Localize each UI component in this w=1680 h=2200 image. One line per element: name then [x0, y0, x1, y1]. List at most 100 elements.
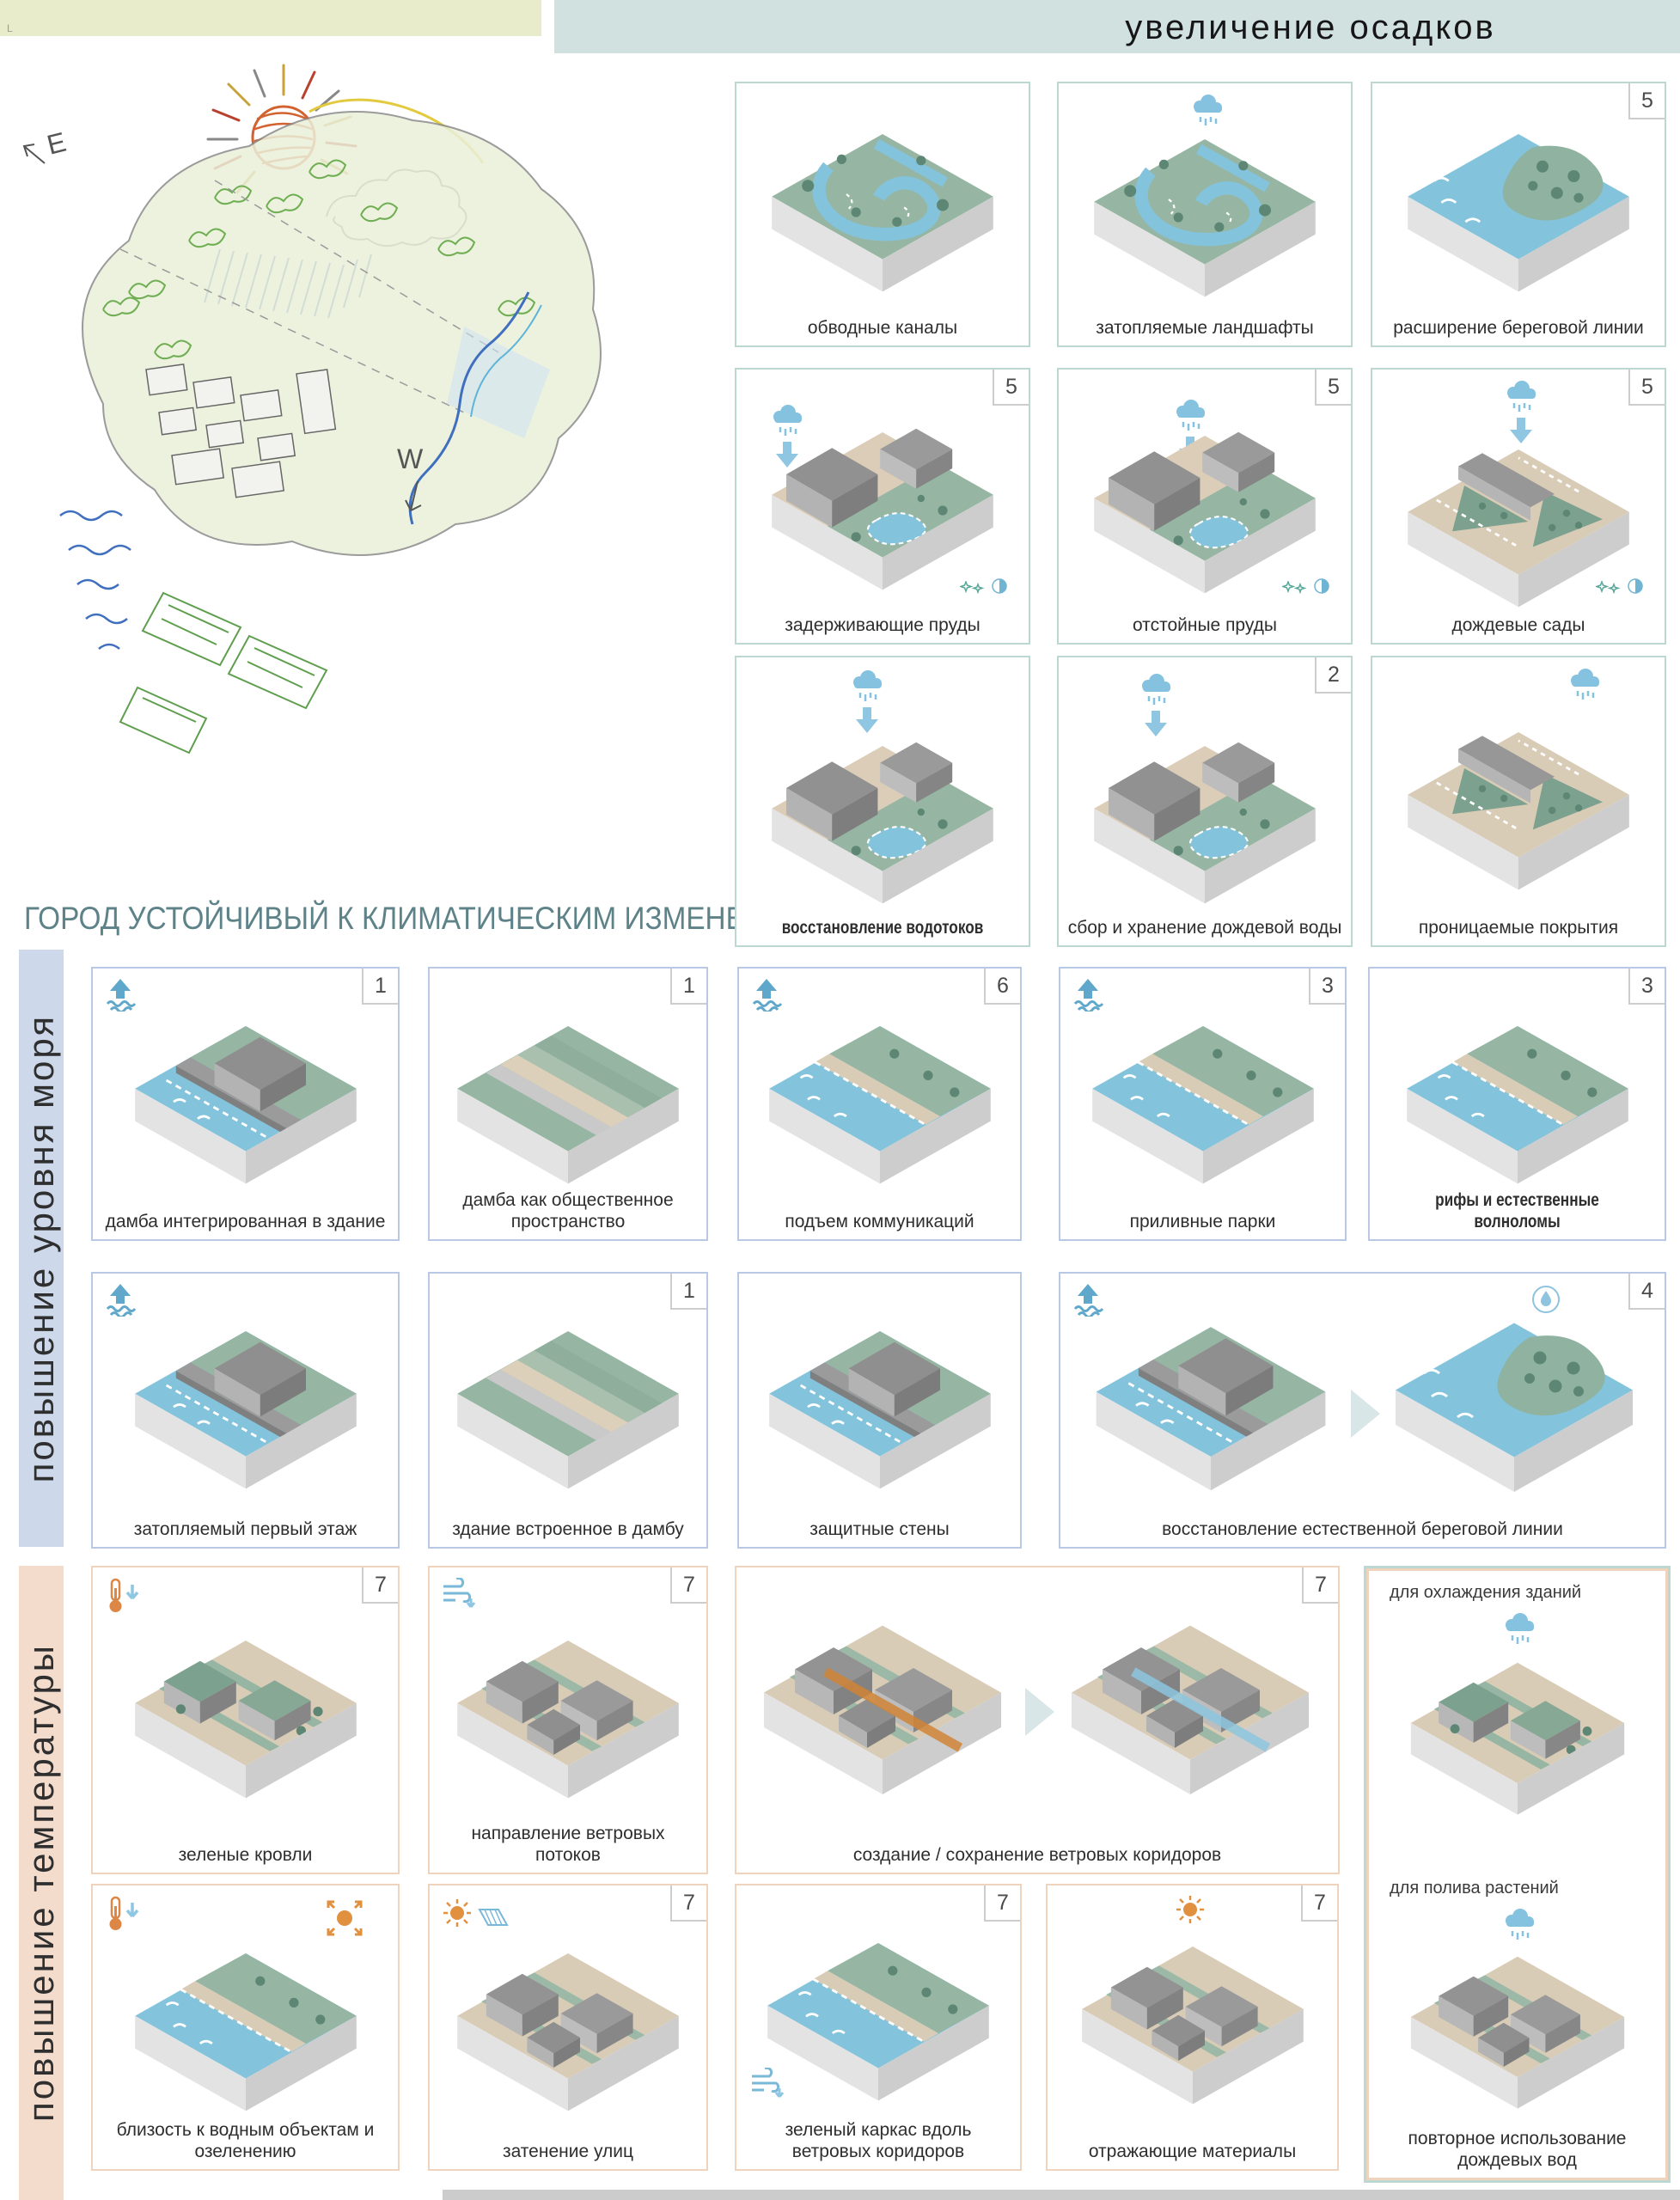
method-card-protective-walls: защитные стены [737, 1272, 1022, 1549]
ref-number-badge: 7 [362, 1568, 398, 1604]
method-card-wind-corridors: 7 создание / сохранение ветровых коридор… [735, 1566, 1340, 1874]
temperature-section-band: повышение температуры [19, 1566, 64, 2200]
sea-level-rise-icon [103, 1282, 137, 1317]
method-card-natural-shoreline-restoration: 4 восстановление естественной береговой … [1059, 1272, 1666, 1549]
isometric-illustration [1397, 1020, 1638, 1201]
sea-level-rise-icon [1071, 1282, 1105, 1317]
precipitation-header-band [554, 0, 1680, 53]
sea-level-rise-icon [103, 977, 137, 1011]
arrow-down-icon [1510, 418, 1532, 443]
isometric-illustration [1061, 1619, 1319, 1812]
isometric-illustration [758, 1937, 999, 2118]
ref-number-badge: 7 [1302, 1568, 1338, 1604]
method-card-wind-flow-direction: 7 направление ветровых потоков [428, 1566, 708, 1874]
method-card-street-shading: 7 затенение улиц [428, 1884, 708, 2171]
method-label: зеленый каркас вдоль ветровых коридоров [785, 2119, 972, 2161]
method-label: расширение береговой линии [1393, 317, 1644, 338]
isometric-illustration [448, 1020, 688, 1201]
method-label: проницаемые покрытия [1418, 917, 1619, 938]
isometric-illustration [1084, 740, 1325, 920]
ref-number-badge: 7 [984, 1885, 1020, 1922]
isometric-illustration [754, 1619, 1011, 1812]
isometric-illustration [762, 128, 1003, 309]
method-card-building-in-dam: 1 здание встроенное в дамбу [428, 1272, 708, 1549]
method-card-floodable-ground-floor: затопляемый первый этаж [91, 1272, 400, 1549]
hill-outline [82, 111, 602, 556]
corner-mark: L [7, 22, 13, 34]
sparkles-icon [960, 581, 986, 595]
isometric-illustration [760, 1325, 1000, 1506]
isometric-illustration [125, 1020, 366, 1201]
method-card-bypass-channels: обводные каналы [735, 82, 1030, 347]
field-patches [119, 591, 328, 755]
water-drop-circle-icon [1530, 1284, 1561, 1315]
arrow-down-icon [1145, 711, 1167, 736]
method-label: затопляемый первый этаж [133, 1519, 357, 1539]
isometric-illustration [448, 1635, 688, 1815]
sea-level-band-label: повышение уровня моря [21, 1013, 61, 1483]
isometric-illustration [1385, 1317, 1643, 1510]
method-label: зеленые кровли [178, 1844, 313, 1865]
isometric-illustration [1086, 1321, 1335, 1508]
sea-level-rise-icon [749, 977, 784, 1011]
compass-west-label: W [397, 443, 424, 474]
method-label: направление ветровых потоков [471, 1823, 665, 1865]
ref-number-badge: 5 [1628, 370, 1665, 406]
method-label: дамба интегрированная в здание [105, 1211, 386, 1231]
method-card-green-roofs: 7 зеленые кровли [91, 1566, 400, 1874]
ref-number-badge: 5 [1628, 83, 1665, 119]
pie-half-icon [1627, 578, 1644, 595]
ref-number-badge: 1 [670, 969, 706, 1005]
precipitation-section-title: увеличение осадков [1125, 9, 1496, 46]
thermometer-icon [105, 1896, 143, 1932]
rain-cloud-icon [1501, 380, 1541, 443]
method-label: дождевые сады [1451, 614, 1585, 635]
ref-number-badge: 3 [1309, 969, 1345, 1005]
method-label: создание / сохранение ветровых коридоров [852, 1844, 1222, 1865]
transform-arrow-icon [1025, 1688, 1054, 1736]
method-card-flood-landscapes: затопляемые ландшафты [1057, 82, 1353, 347]
transform-arrow-icon [1350, 1390, 1380, 1438]
rain-cloud-icon [1500, 1612, 1539, 1647]
benefit-icons [1282, 578, 1330, 595]
ref-number-badge: 7 [670, 1568, 706, 1604]
benefit-icons [960, 578, 1008, 595]
isometric-illustration [125, 1325, 366, 1506]
method-label: приливные парки [1129, 1211, 1276, 1231]
method-card-rainwater-harvesting: 2 сбор и хранение дождевой воды [1057, 656, 1353, 947]
method-card-shoreline-widening: 5 расширение береговой линии [1371, 82, 1666, 347]
rain-cloud-icon [1188, 94, 1227, 128]
ref-number-badge: 1 [362, 969, 398, 1005]
green-scribbles [102, 159, 536, 360]
method-card-permeable-surfaces: проницаемые покрытия [1371, 656, 1666, 947]
isometric-illustration [1084, 133, 1325, 314]
compass-east-label: E [44, 126, 69, 161]
rain-cloud-icon [1500, 1908, 1539, 1942]
ref-number-badge: 1 [670, 1274, 706, 1310]
method-card-retention-ponds: 5 задерживающие пруды [735, 368, 1030, 645]
method-label: повторное использование дождевых вод [1408, 2128, 1627, 2170]
method-card-proximity-to-water-greenery: близость к водным объектам и озеленению [91, 1884, 400, 2171]
method-label: подъем коммуникаций [785, 1211, 974, 1231]
method-label: затенение улиц [502, 2141, 634, 2161]
ref-number-badge: 5 [1315, 370, 1351, 406]
rain-cloud-icon [847, 669, 887, 733]
pie-half-icon [1313, 578, 1330, 595]
bottom-divider-bar [443, 2190, 1680, 2200]
method-card-reflective-materials: 7 отражающие материалы [1046, 1884, 1339, 2171]
benefit-icons [1596, 578, 1644, 595]
sea-level-section-band: повышение уровня моря [19, 950, 64, 1547]
method-card-dam-in-building: 1 дамба интегрированная в здание [91, 967, 400, 1241]
rain-cloud-icon [1565, 668, 1604, 702]
method-label: дамба как общественное пространство [462, 1189, 674, 1231]
method-card-tidal-parks: 3 приливные парки [1059, 967, 1347, 1241]
isometric-illustration [762, 740, 1003, 920]
method-card-green-framework-wind-corridors: 7 зеленый каркас вдоль ветровых коридоро… [735, 1884, 1022, 2171]
sun-icon [1175, 1894, 1206, 1925]
method-card-dam-public-space: 1 дамба как общественное пространство [428, 967, 708, 1241]
ref-number-badge: 7 [1301, 1885, 1337, 1922]
sea-level-rise-icon [1071, 977, 1105, 1011]
ref-number-badge: 3 [1628, 969, 1665, 1005]
isometric-illustration [1402, 1951, 1634, 2125]
isometric-illustration [448, 1325, 688, 1506]
